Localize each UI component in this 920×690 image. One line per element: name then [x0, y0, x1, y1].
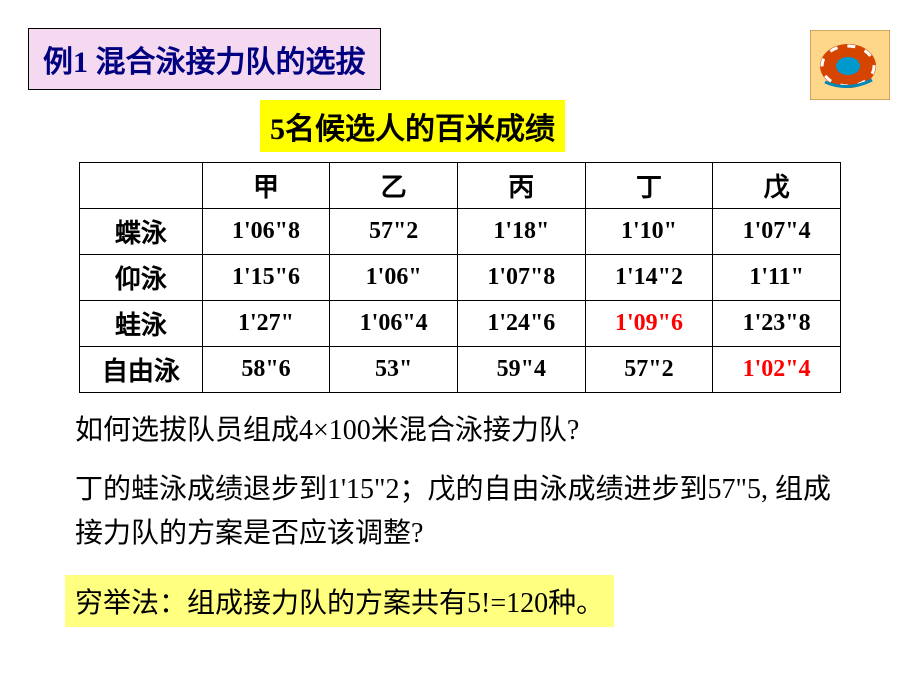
table-row: 蛙泳1'27"1'06"41'24"61'09"61'23"8 — [80, 301, 841, 347]
score-cell: 1'10" — [585, 209, 713, 255]
score-cell: 1'09"6 — [585, 301, 713, 347]
table-header: 丙 — [457, 163, 585, 209]
score-cell: 1'14"2 — [585, 255, 713, 301]
enumeration-note: 穷举法：组成接力队的方案共有5!=120种。 — [65, 575, 614, 627]
score-cell: 1'15"6 — [202, 255, 330, 301]
scores-table: 甲乙丙丁戊蝶泳1'06"857"21'18"1'10"1'07"4仰泳1'15"… — [79, 162, 841, 393]
score-cell: 53" — [330, 347, 458, 393]
life-ring-icon — [810, 30, 890, 100]
score-cell: 1'24"6 — [457, 301, 585, 347]
score-cell: 58"6 — [202, 347, 330, 393]
row-label: 自由泳 — [80, 347, 203, 393]
row-label: 蛙泳 — [80, 301, 203, 347]
score-cell: 1'18" — [457, 209, 585, 255]
question-2: 丁的蛙泳成绩退步到1'15"2；戊的自由泳成绩进步到57"5, 组成接力队的方案… — [75, 468, 845, 555]
table-row: 蝶泳1'06"857"21'18"1'10"1'07"4 — [80, 209, 841, 255]
score-cell: 1'02"4 — [713, 347, 841, 393]
score-cell: 1'27" — [202, 301, 330, 347]
question-1: 如何选拔队员组成4×100米混合泳接力队? — [75, 409, 845, 452]
table-header: 戊 — [713, 163, 841, 209]
score-cell: 1'06" — [330, 255, 458, 301]
score-cell: 1'06"4 — [330, 301, 458, 347]
row-label: 蝶泳 — [80, 209, 203, 255]
table-header: 丁 — [585, 163, 713, 209]
score-cell: 59"4 — [457, 347, 585, 393]
slide-title: 例1 混合泳接力队的选拔 — [28, 28, 381, 90]
row-label: 仰泳 — [80, 255, 203, 301]
score-cell: 1'11" — [713, 255, 841, 301]
score-cell: 1'06"8 — [202, 209, 330, 255]
table-row: 自由泳58"653"59"457"21'02"4 — [80, 347, 841, 393]
slide-subtitle: 5名候选人的百米成绩 — [260, 100, 565, 152]
score-cell: 57"2 — [585, 347, 713, 393]
table-header: 甲 — [202, 163, 330, 209]
table-row: 仰泳1'15"61'06"1'07"81'14"21'11" — [80, 255, 841, 301]
table-header — [80, 163, 203, 209]
score-cell: 1'07"8 — [457, 255, 585, 301]
table-header: 乙 — [330, 163, 458, 209]
score-cell: 1'23"8 — [713, 301, 841, 347]
score-cell: 1'07"4 — [713, 209, 841, 255]
score-cell: 57"2 — [330, 209, 458, 255]
